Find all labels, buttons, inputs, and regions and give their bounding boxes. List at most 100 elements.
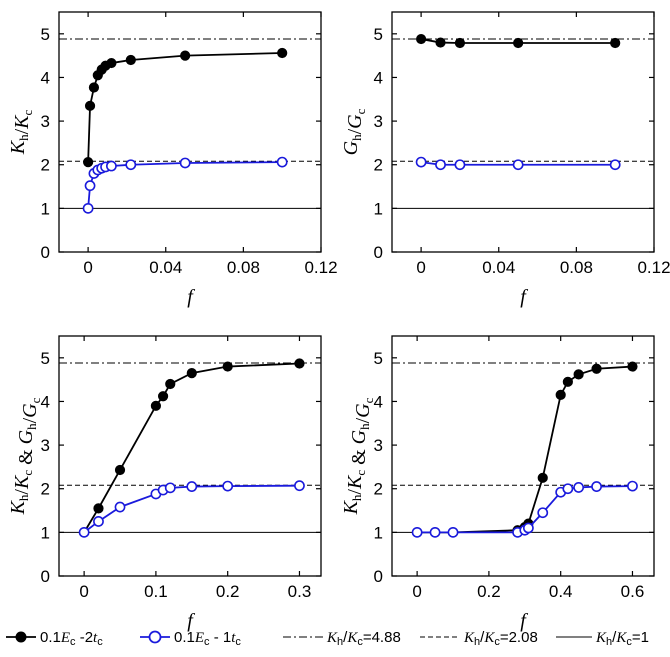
data-point: [179, 157, 191, 169]
data-point: [93, 516, 104, 527]
data-point: [454, 159, 466, 171]
data-point: [106, 57, 117, 69]
data-point: [411, 526, 423, 538]
data-point: [416, 33, 427, 45]
data-point: [222, 480, 234, 492]
y-tick-label: 1: [374, 523, 383, 542]
y-tick-label: 1: [41, 199, 50, 218]
y-tick-label: 2: [41, 156, 50, 175]
data-point: [562, 376, 573, 387]
x-axis-label: f: [187, 610, 195, 632]
data-point: [277, 47, 288, 59]
y-tick-label: 5: [41, 25, 50, 44]
data-point: [627, 480, 638, 492]
legend-label: Kh/Kc=4.88: [326, 629, 401, 648]
series-line-open: [87, 161, 283, 209]
panel-2: 0 1 2 3 4 5 0 0.04 0.08 0.12 f Gh/Gc: [340, 11, 670, 308]
data-point: [294, 480, 305, 492]
data-point: [82, 202, 94, 214]
series-line-filled: [87, 52, 283, 163]
data-point: [513, 37, 524, 49]
legend-label: Kh/Kc=2.08: [463, 629, 538, 648]
data-point: [78, 526, 90, 538]
legend-label: 0.1Ec -2tc: [40, 629, 103, 648]
data-point: [114, 464, 126, 476]
data-point: [106, 160, 117, 172]
data-point: [435, 159, 446, 171]
y-tick-label: 3: [41, 112, 50, 131]
x-tick-label: 0.12: [637, 258, 670, 277]
y-tick-label: 1: [41, 523, 50, 542]
y-tick-label: 3: [374, 436, 383, 455]
data-point: [512, 159, 524, 171]
data-point: [454, 37, 466, 49]
panel-4: 0 1 2 3 4 5 0 0.2 0.4 0.6 f Kh/Kc & Gh/Gc: [340, 335, 655, 632]
x-tick-label: 0.04: [482, 258, 515, 277]
x-tick-label: 0.1: [144, 582, 168, 601]
legend-item-3: Kh/Kc=4.88: [283, 629, 401, 648]
x-tick-label: 0: [79, 582, 88, 601]
data-point: [429, 526, 441, 538]
data-point: [88, 82, 100, 93]
data-point: [627, 361, 638, 372]
data-point: [609, 159, 621, 171]
y-tick-label: 0: [374, 243, 383, 262]
y-tick-label: 5: [374, 25, 383, 44]
data-point: [573, 369, 584, 380]
data-point: [84, 180, 96, 192]
data-point: [537, 472, 548, 483]
x-tick-label: 0: [416, 258, 425, 277]
y-tick-label: 5: [41, 349, 50, 368]
data-point: [447, 526, 459, 538]
panel-3: 0 1 2 3 4 5 0 0.1 0.2 0.3 f Kh/Kc & Gh/Gc: [7, 335, 322, 632]
plot-frame: [391, 335, 655, 577]
y-tick-label: 2: [374, 156, 383, 175]
data-point: [415, 156, 427, 168]
legend-item-2: 0.1Ec - 1tc: [140, 629, 241, 648]
data-point: [591, 363, 602, 374]
data-point: [573, 482, 585, 493]
x-tick-label: 0.04: [149, 258, 182, 277]
plot-frame: [58, 11, 322, 253]
data-point: [164, 482, 176, 494]
data-point: [276, 156, 288, 168]
legend-label: Kh/Kc=1: [595, 629, 649, 648]
data-point: [150, 400, 162, 411]
legend-label: 0.1Ec - 1tc: [174, 629, 241, 648]
data-point: [114, 501, 126, 513]
x-axis-label: f: [520, 610, 528, 632]
data-point: [222, 361, 233, 372]
legend-marker: [15, 631, 27, 643]
data-point: [93, 503, 104, 514]
legend-item-5: Kh/Kc=1: [556, 629, 649, 648]
plot-frame: [391, 11, 655, 253]
y-tick-label: 5: [374, 349, 383, 368]
plot-frame: [58, 335, 322, 577]
y-tick-label: 2: [374, 480, 383, 499]
y-tick-label: 4: [41, 392, 50, 411]
x-axis-label: f: [520, 286, 528, 308]
y-tick-label: 0: [41, 567, 50, 586]
legend: 0.1Ec -2tc 0.1Ec - 1tc Kh/Kc=4.88 Kh/Kc=2.0…: [6, 629, 649, 648]
data-point: [610, 37, 621, 49]
data-point: [157, 391, 169, 402]
data-point: [165, 378, 176, 390]
x-tick-label: 0.2: [477, 582, 501, 601]
data-point: [562, 483, 574, 495]
data-point: [555, 389, 566, 401]
y-tick-label: 3: [374, 112, 383, 131]
data-point: [537, 507, 549, 519]
data-point: [186, 367, 197, 379]
data-point: [186, 481, 198, 492]
x-tick-label: 0.3: [288, 582, 312, 601]
legend-item-1: 0.1Ec -2tc: [6, 629, 103, 648]
y-tick-label: 4: [41, 68, 50, 87]
y-tick-label: 0: [374, 567, 383, 586]
x-tick-label: 0.4: [549, 582, 573, 601]
legend-marker: [148, 630, 162, 644]
x-tick-label: 0.08: [227, 258, 260, 277]
y-axis-label: Kh/Kc & Gh/Gc: [7, 397, 43, 515]
x-tick-label: 0.12: [304, 258, 337, 277]
